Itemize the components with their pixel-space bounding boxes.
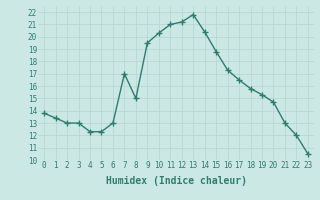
- X-axis label: Humidex (Indice chaleur): Humidex (Indice chaleur): [106, 176, 246, 186]
